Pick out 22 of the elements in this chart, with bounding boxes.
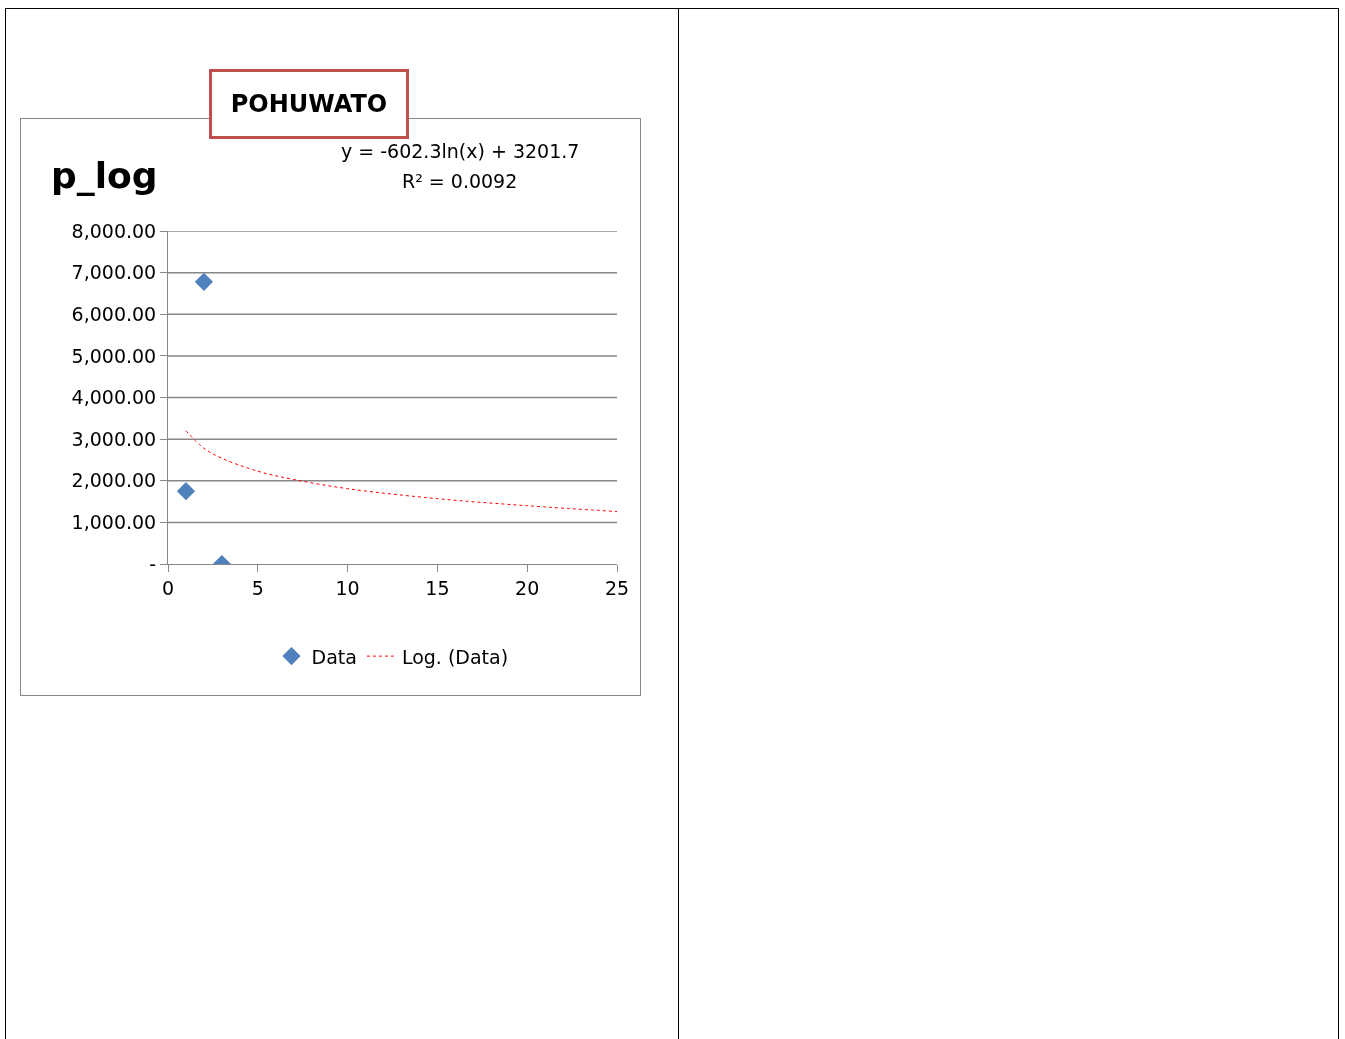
y-tick-label: 5,000.00 <box>71 344 157 367</box>
x-tick-label: 15 <box>425 576 450 599</box>
x-tick-label: 5 <box>251 576 264 599</box>
text: y = -602.3ln(x) + 3201.7 <box>341 140 580 162</box>
x-tick-label: 0 <box>161 576 175 599</box>
chart-title: p_log <box>51 155 158 197</box>
y-tick-label: 3,000.00 <box>71 427 157 450</box>
y-tick-label: 4,000.00 <box>71 386 157 409</box>
y-tick-label: 6,000.00 <box>71 302 157 325</box>
line-series <box>185 430 617 513</box>
y-tick-label: 7,000.00 <box>71 261 157 284</box>
chart-subtitle: POHUWATO <box>209 69 409 139</box>
x-tick-label: 25 <box>604 576 630 599</box>
y-tick-label: 8,000.00 <box>71 219 157 242</box>
y-tick-label: - <box>149 552 157 575</box>
legend-label: Log. (Data) <box>401 645 509 668</box>
y-tick-label: 2,000.00 <box>71 469 157 492</box>
x-tick-label: 20 <box>515 576 540 599</box>
legend-label: Data <box>311 645 357 668</box>
y-tick-label: 1,000.00 <box>71 511 157 534</box>
text: R² = 0.0092 <box>402 170 518 192</box>
x-tick-label: 10 <box>335 576 360 599</box>
